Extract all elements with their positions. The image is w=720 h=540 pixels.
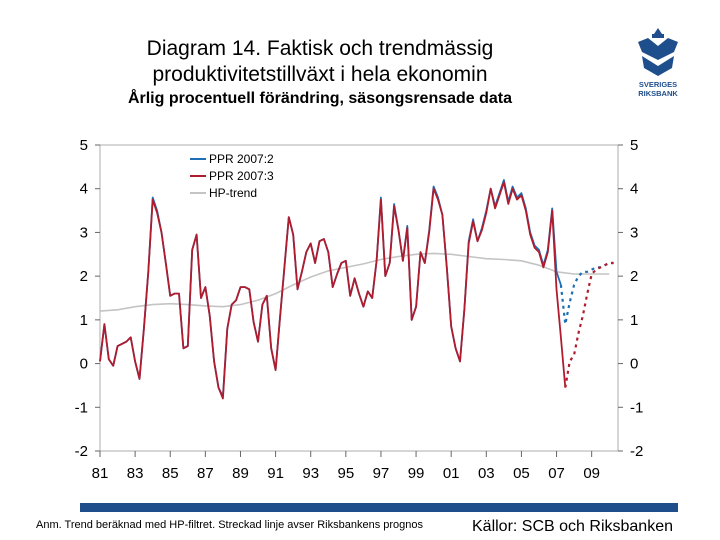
y-tick-label-right: 1 — [630, 312, 638, 329]
y-tick-label-right: 3 — [630, 224, 638, 241]
series-line-ppr-2007-3 — [99, 181, 567, 400]
y-tick-label-right: 2 — [630, 268, 638, 285]
y-tick-label-left: 2 — [80, 268, 88, 285]
y-tick-label-left: 4 — [80, 181, 88, 198]
y-tick-label-left: 5 — [80, 137, 88, 154]
x-tick-label: 09 — [583, 465, 600, 482]
y-tick-label-right: 5 — [630, 137, 638, 154]
legend-label: PPR 2007:2 — [209, 152, 274, 166]
legend-label: PPR 2007:3 — [209, 169, 274, 183]
y-tick-label-left: -1 — [75, 399, 88, 416]
legend: PPR 2007:2 PPR 2007:3 HP-trend — [190, 152, 274, 200]
series-lines — [99, 179, 614, 400]
legend-label: HP-trend — [209, 186, 257, 200]
y-tick-label-right: 4 — [630, 181, 638, 198]
x-tick-label: 95 — [337, 465, 354, 482]
y-axis-left: -2 -1 0 1 2 3 4 5 — [75, 137, 619, 460]
forecast-line-ppr-2007-3-prognos- — [564, 261, 614, 388]
chart-title-line1: Diagram 14. Faktisk och trendmässig — [146, 37, 494, 60]
source-text: Källor: SCB och Riksbanken — [472, 518, 673, 535]
y-tick-label-left: 3 — [80, 224, 88, 241]
x-tick-label: 01 — [443, 465, 460, 482]
x-tick-label: 99 — [408, 465, 425, 482]
x-tick-label: 03 — [478, 465, 495, 482]
x-axis: 81 83 85 87 89 91 93 95 97 99 01 03 05 07 09 — [92, 451, 600, 482]
x-tick-label: 07 — [548, 465, 565, 482]
x-tick-label: 81 — [92, 465, 109, 482]
x-tick-label: 91 — [267, 465, 284, 482]
chart-title-line2: produktivitetstillväxt i hela ekonomin — [152, 63, 488, 86]
x-tick-label: 05 — [513, 465, 530, 482]
y-tick-label-left: 1 — [80, 312, 88, 329]
series-line-hp-trend — [99, 252, 610, 312]
y-tick-label-left: 0 — [80, 356, 88, 373]
x-tick-label: 93 — [302, 465, 319, 482]
x-tick-label: 97 — [373, 465, 390, 482]
footer-bar — [80, 503, 678, 512]
plot-area — [99, 144, 619, 452]
y-tick-label-right: -1 — [630, 399, 643, 416]
footnote: Anm. Trend beräknad med HP-filtret. Stre… — [36, 519, 424, 531]
x-tick-label: 89 — [232, 465, 249, 482]
y-tick-label-right: -2 — [630, 443, 643, 460]
logo-text-line1: SVERIGES — [639, 80, 677, 89]
logo-text-line2: RIKSBANK — [638, 89, 678, 98]
y-tick-label-right: 0 — [630, 356, 638, 373]
x-tick-label: 85 — [162, 465, 179, 482]
y-tick-label-left: -2 — [75, 443, 88, 460]
x-tick-label: 87 — [197, 465, 214, 482]
y-axis-right: -2 -1 0 1 2 3 4 5 — [618, 137, 643, 460]
riksbank-logo: SVERIGES RIKSBANK — [638, 28, 678, 98]
x-tick-label: 83 — [127, 465, 144, 482]
chart-subtitle: Årlig procentuell förändring, säsongsren… — [127, 90, 513, 107]
